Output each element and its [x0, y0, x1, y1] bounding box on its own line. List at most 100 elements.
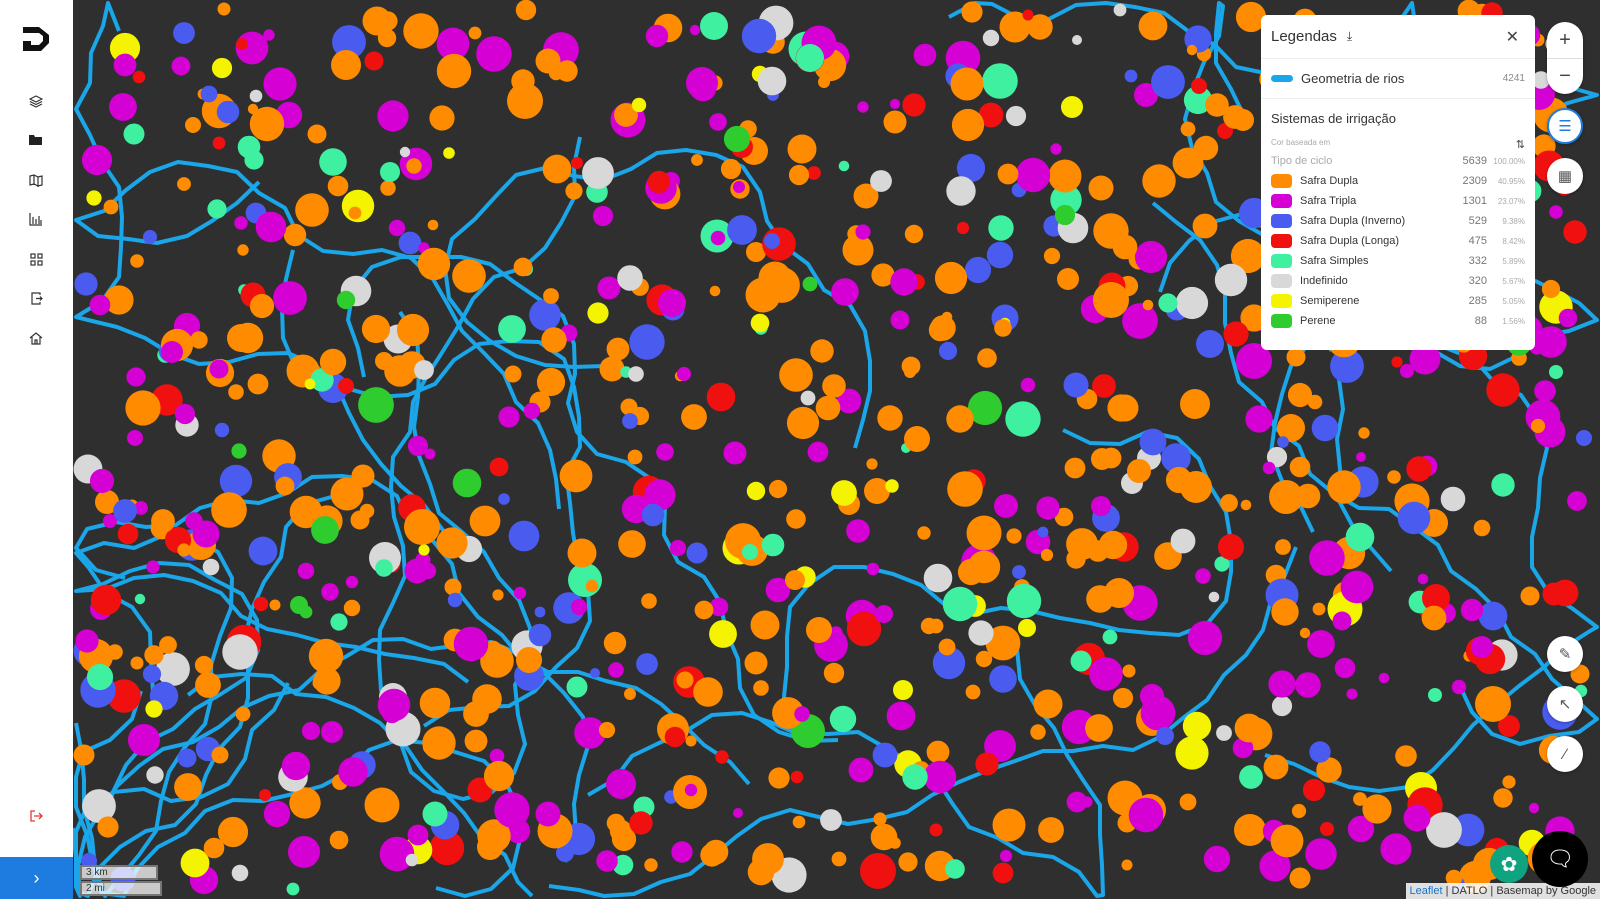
- irrigation-pivot[interactable]: [1334, 657, 1356, 679]
- sort-icon[interactable]: ⇅: [1515, 139, 1525, 151]
- irrigation-pivot[interactable]: [1172, 147, 1204, 179]
- irrigation-pivot[interactable]: [706, 382, 736, 412]
- sidebar-item-charts[interactable]: [28, 211, 44, 227]
- irrigation-pivot[interactable]: [982, 29, 1000, 47]
- irrigation-pivot[interactable]: [231, 864, 249, 882]
- irrigation-pivot[interactable]: [209, 359, 229, 379]
- irrigation-pivot[interactable]: [1305, 838, 1337, 870]
- irrigation-pivot[interactable]: [190, 331, 208, 349]
- irrigation-pivot[interactable]: [997, 163, 1019, 185]
- irrigation-pivot[interactable]: [422, 801, 448, 827]
- irrigation-pivot[interactable]: [1191, 78, 1207, 94]
- irrigation-pivot[interactable]: [418, 544, 430, 556]
- irrigation-pivot[interactable]: [338, 378, 354, 394]
- irrigation-pivot[interactable]: [104, 285, 134, 315]
- irrigation-pivot[interactable]: [1563, 220, 1587, 244]
- irrigation-pivot[interactable]: [846, 611, 882, 647]
- irrigation-pivot[interactable]: [1179, 793, 1197, 811]
- irrigation-pivot[interactable]: [419, 687, 451, 719]
- irrigation-pivot[interactable]: [1289, 456, 1311, 478]
- irrigation-pivot[interactable]: [379, 836, 415, 872]
- irrigation-pivot[interactable]: [938, 341, 958, 361]
- irrigation-pivot[interactable]: [1347, 815, 1375, 843]
- legend-item[interactable]: Safra Dupla 2309 40.95%: [1271, 171, 1525, 191]
- irrigation-pivot[interactable]: [831, 851, 847, 867]
- irrigation-pivot[interactable]: [1180, 121, 1196, 137]
- irrigation-pivot[interactable]: [838, 160, 850, 172]
- legend-item[interactable]: Safra Dupla (Longa) 475 8.42%: [1271, 231, 1525, 251]
- irrigation-pivot[interactable]: [1358, 427, 1370, 439]
- irrigation-pivot[interactable]: [631, 97, 647, 113]
- irrigation-pivot[interactable]: [375, 352, 393, 370]
- irrigation-pivot[interactable]: [161, 341, 183, 363]
- irrigation-pivot[interactable]: [232, 322, 264, 354]
- irrigation-pivot[interactable]: [926, 740, 950, 764]
- irrigation-pivot[interactable]: [348, 206, 362, 220]
- irrigation-pivot[interactable]: [1570, 664, 1590, 684]
- irrigation-pivot[interactable]: [641, 593, 657, 609]
- irrigation-pivot[interactable]: [1086, 585, 1114, 613]
- irrigation-pivot[interactable]: [753, 680, 769, 696]
- irrigation-pivot[interactable]: [1353, 792, 1367, 806]
- irrigation-pivot[interactable]: [1378, 672, 1390, 684]
- irrigation-pivot[interactable]: [590, 668, 600, 678]
- irrigation-pivot[interactable]: [787, 134, 817, 164]
- irrigation-pivot[interactable]: [103, 199, 119, 215]
- irrigation-pivot[interactable]: [1498, 715, 1520, 737]
- irrigation-pivot[interactable]: [1356, 452, 1366, 462]
- irrigation-pivot[interactable]: [788, 164, 810, 186]
- irrigation-pivot[interactable]: [1027, 14, 1053, 40]
- irrigation-pivot[interactable]: [1102, 629, 1118, 645]
- irrigation-pivot[interactable]: [885, 479, 899, 493]
- irrigation-pivot[interactable]: [779, 358, 813, 392]
- irrigation-pivot[interactable]: [543, 288, 559, 304]
- irrigation-pivot[interactable]: [406, 158, 422, 174]
- irrigation-pivot[interactable]: [1196, 330, 1224, 358]
- irrigation-pivot[interactable]: [498, 315, 526, 343]
- irrigation-pivot[interactable]: [211, 746, 229, 764]
- irrigation-pivot[interactable]: [1043, 247, 1061, 265]
- irrigation-pivot[interactable]: [923, 760, 957, 794]
- irrigation-pivot[interactable]: [947, 471, 983, 507]
- irrigation-pivot[interactable]: [820, 809, 842, 831]
- irrigation-pivot[interactable]: [1403, 804, 1431, 832]
- irrigation-pivot[interactable]: [253, 596, 269, 612]
- irrigation-pivot[interactable]: [377, 688, 411, 722]
- irrigation-pivot[interactable]: [1192, 213, 1218, 239]
- irrigation-pivot[interactable]: [622, 413, 638, 429]
- irrigation-pivot[interactable]: [1428, 688, 1442, 702]
- irrigation-pivot[interactable]: [1291, 803, 1307, 819]
- irrigation-pivot[interactable]: [848, 757, 874, 783]
- irrigation-pivot[interactable]: [399, 146, 411, 158]
- irrigation-pivot[interactable]: [1289, 867, 1311, 889]
- irrigation-pivot[interactable]: [1286, 347, 1306, 367]
- irrigation-pivot[interactable]: [956, 221, 970, 235]
- irrigation-pivot[interactable]: [693, 677, 723, 707]
- irrigation-pivot[interactable]: [1203, 845, 1231, 873]
- irrigation-pivot[interactable]: [1085, 714, 1113, 742]
- irrigation-pivot[interactable]: [831, 278, 859, 306]
- irrigation-pivot[interactable]: [81, 144, 113, 176]
- irrigation-pivot[interactable]: [1138, 11, 1168, 41]
- sidebar-item-folder[interactable]: [28, 132, 44, 148]
- irrigation-pivot[interactable]: [999, 849, 1013, 863]
- irrigation-pivot[interactable]: [761, 533, 785, 557]
- irrigation-pivot[interactable]: [469, 505, 501, 537]
- irrigation-pivot[interactable]: [709, 597, 729, 617]
- irrigation-pivot[interactable]: [237, 244, 249, 256]
- irrigation-pivot[interactable]: [174, 773, 202, 801]
- irrigation-pivot[interactable]: [1502, 775, 1516, 789]
- irrigation-pivot[interactable]: [414, 360, 434, 380]
- irrigation-pivot[interactable]: [842, 234, 874, 266]
- irrigation-pivot[interactable]: [656, 443, 674, 461]
- irrigation-pivot[interactable]: [873, 812, 887, 826]
- irrigation-pivot[interactable]: [492, 589, 504, 601]
- irrigation-pivot[interactable]: [134, 593, 146, 605]
- irrigation-pivot[interactable]: [1302, 778, 1326, 802]
- irrigation-pivot[interactable]: [528, 623, 552, 647]
- irrigation-pivot[interactable]: [1475, 686, 1511, 722]
- irrigation-pivot[interactable]: [988, 215, 1014, 241]
- irrigation-pivot[interactable]: [117, 523, 139, 545]
- irrigation-pivot[interactable]: [612, 854, 634, 876]
- irrigation-pivot[interactable]: [1091, 448, 1113, 470]
